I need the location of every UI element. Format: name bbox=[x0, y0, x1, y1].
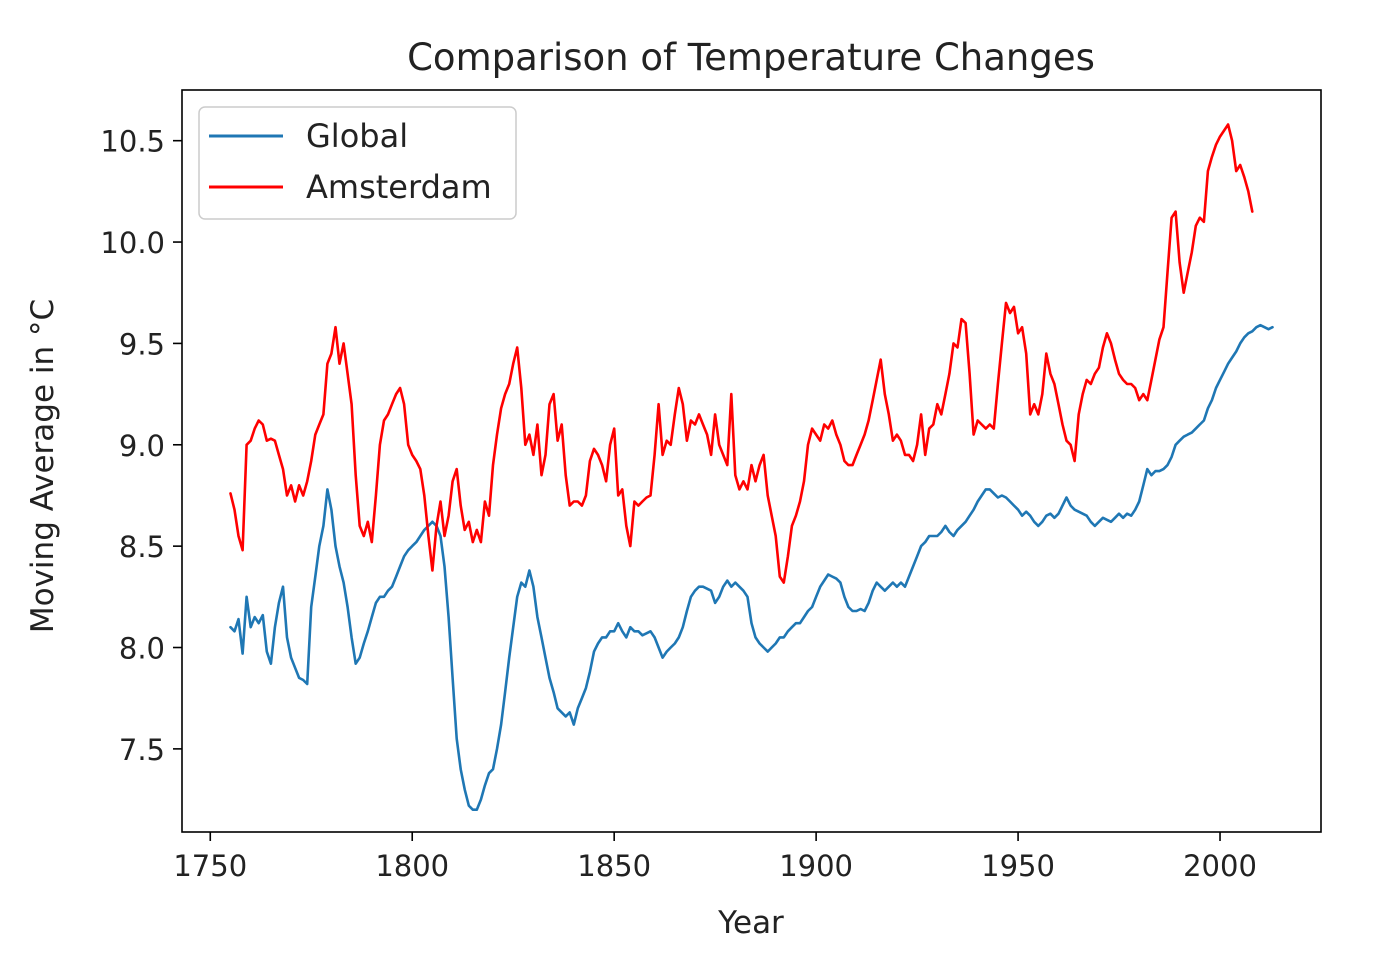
x-axis: 1750 1800 1850 1900 1950 2000 bbox=[173, 832, 1257, 883]
series-line-amsterdam bbox=[229, 123, 1254, 584]
y-axis-title: Moving Average in °C bbox=[25, 299, 61, 633]
legend-label-global: Global bbox=[306, 117, 408, 155]
y-tick-label: 10.5 bbox=[100, 125, 165, 159]
x-tick-label: 1750 bbox=[173, 849, 247, 883]
series-layer bbox=[229, 123, 1274, 811]
x-tick-label: 2000 bbox=[1183, 849, 1257, 883]
y-tick-label: 9.0 bbox=[119, 429, 165, 463]
series-line-global bbox=[229, 323, 1274, 811]
x-tick-label: 1950 bbox=[981, 849, 1055, 883]
y-tick-label: 10.0 bbox=[100, 226, 165, 260]
legend-label-amsterdam: Amsterdam bbox=[306, 168, 492, 206]
plot-border bbox=[181, 89, 1322, 833]
y-tick-label: 8.5 bbox=[119, 530, 165, 564]
y-axis: 7.5 8.0 8.5 9.0 9.5 10.0 10.5 bbox=[100, 125, 182, 767]
y-tick-label: 9.5 bbox=[119, 327, 165, 361]
x-tick-label: 1900 bbox=[779, 849, 853, 883]
y-tick-label: 8.0 bbox=[119, 632, 165, 666]
legend: Global Amsterdam bbox=[198, 106, 517, 220]
x-tick-label: 1850 bbox=[577, 849, 651, 883]
x-tick-label: 1800 bbox=[375, 849, 449, 883]
chart-title: Comparison of Temperature Changes bbox=[407, 36, 1095, 79]
y-tick-label: 7.5 bbox=[119, 733, 165, 767]
x-axis-title: Year bbox=[717, 905, 784, 941]
